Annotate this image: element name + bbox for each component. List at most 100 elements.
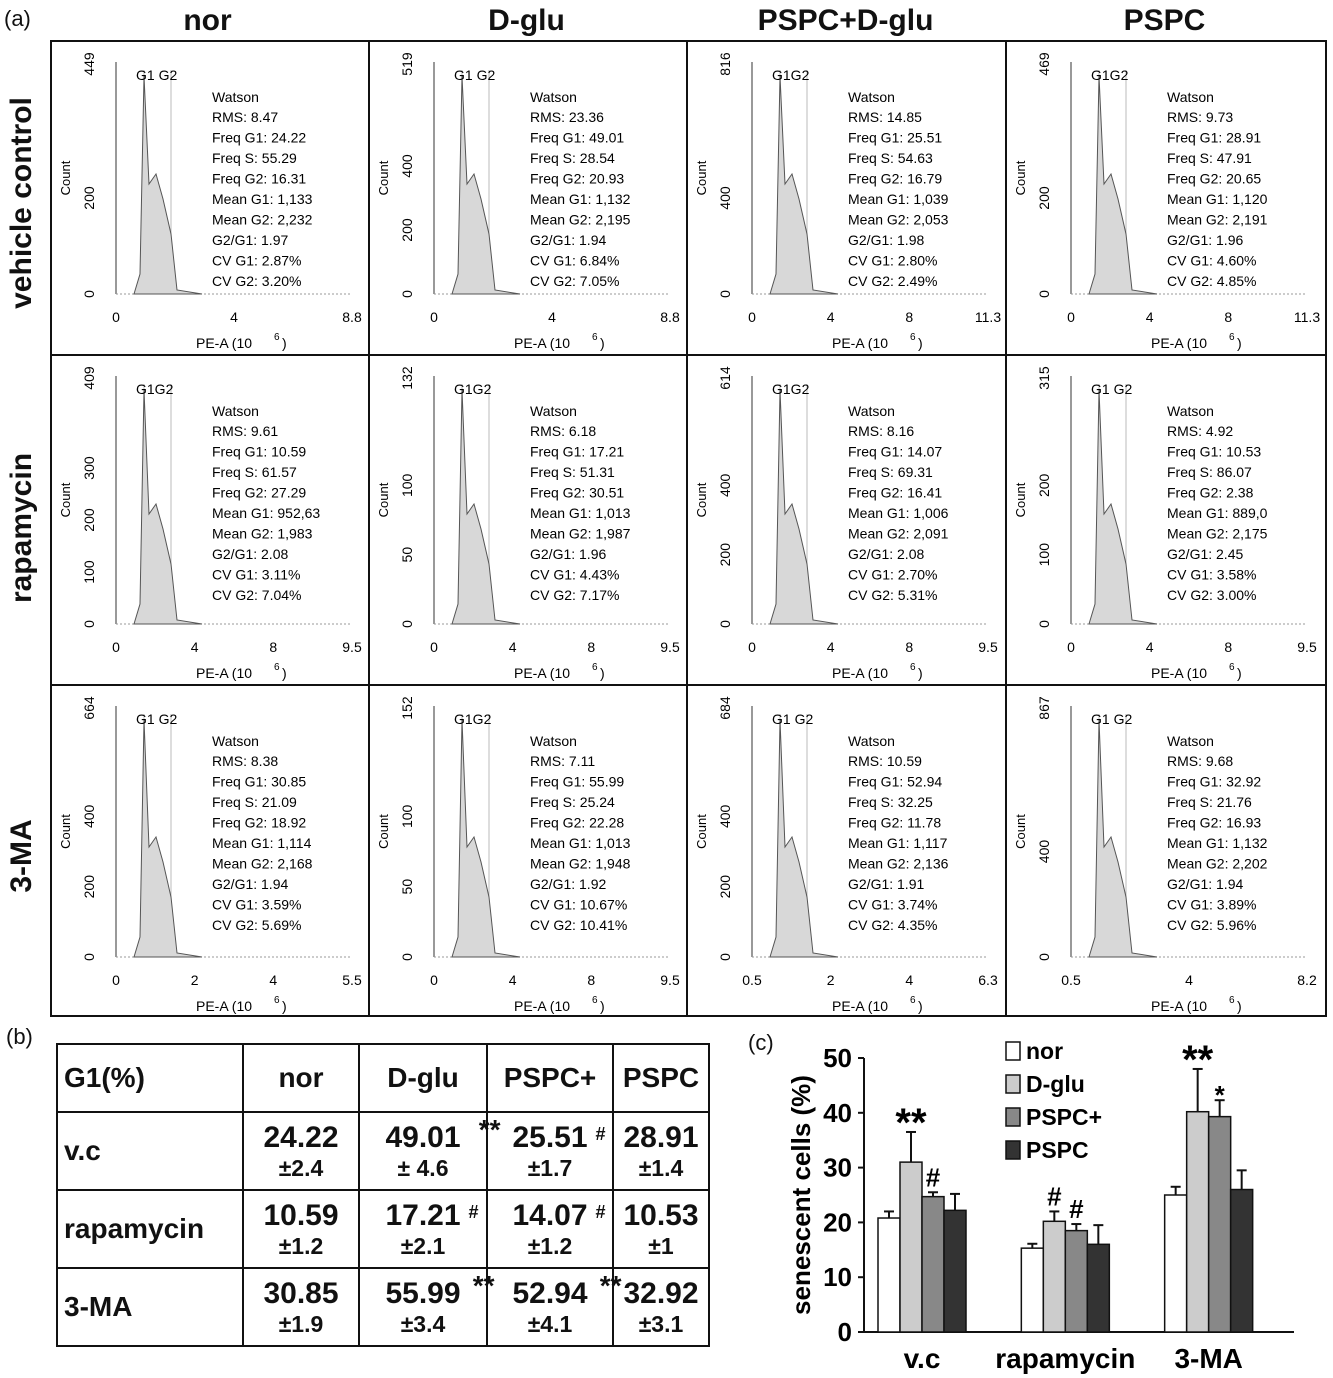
cell-cycle-stat: Freq G2: 27.29 (212, 485, 306, 501)
cell-cycle-stat: Mean G1: 952,63 (212, 505, 320, 521)
cell-sd: ±1.4 (638, 1155, 684, 1181)
cell-sd: ±1.2 (527, 1233, 573, 1259)
y-tick-label: 152 (399, 696, 415, 720)
cell-cycle-stat: RMS: 8.38 (212, 753, 278, 769)
x-axis-exponent: 6 (1229, 662, 1235, 673)
significance-mark: ** (1182, 1038, 1214, 1082)
cell-cycle-stat: Mean G2: 2,091 (848, 526, 949, 542)
cell-cycle-stat: Mean G1: 889,0 (1167, 505, 1268, 521)
x-tick-label: 4 (905, 972, 913, 988)
cell-cycle-stat: Freq G2: 22.28 (530, 815, 624, 831)
column-header-nor: nor (183, 4, 232, 37)
cell-sd: ±1.7 (527, 1155, 573, 1181)
cell-value: 32.92 (623, 1277, 699, 1310)
g1-percent-table: G1(%) nor D-glu PSPC+ PSPC v.c 24.22 ±2.4… (56, 1043, 710, 1347)
table-cell: 28.91 ±1.4 (612, 1111, 710, 1191)
cell-cycle-stat: Freq G2: 16.41 (848, 485, 942, 501)
cell-cycle-stat: CV G1: 4.43% (530, 567, 620, 583)
legend-label: D-glu (1026, 1071, 1085, 1097)
x-axis-exponent: 6 (910, 662, 916, 673)
y-axis-label: Count (694, 814, 709, 849)
y-tick-label: 0 (1036, 290, 1052, 298)
cell-sd: ±4.1 (527, 1311, 573, 1337)
cell-cycle-stat: CV G2: 5.31% (848, 587, 938, 603)
peak-labels: G1G2 (772, 67, 810, 83)
y-tick-label: 614 (717, 366, 733, 390)
histogram-panel: Count 409 300 200 100 0 0 4 8 9.5 PE-A (10 6) G1G2 Wa… (58, 366, 362, 681)
cell-cycle-stat: CV G1: 6.84% (530, 253, 620, 269)
x-tick-label: 4 (509, 972, 517, 988)
x-axis-exponent: 6 (274, 662, 280, 673)
x-axis-exponent: 6 (910, 995, 916, 1006)
x-tick-label: 8.2 (1297, 972, 1317, 988)
cell-cycle-stat: Freq G2: 2.38 (1167, 485, 1254, 501)
dna-content-histogram (133, 719, 203, 958)
y-tick-label: 50 (399, 547, 415, 563)
x-tick-label: 8 (1224, 639, 1232, 655)
grid-divider (686, 40, 688, 1017)
y-tick-label: 40 (823, 1098, 852, 1128)
cell-cycle-stat: CV G1: 2.70% (848, 567, 938, 583)
x-axis-label-close: ) (918, 665, 923, 681)
histogram-panel: Count 152 100 50 0 0 4 8 9.5 PE-A (10 6) G1G2 Watson… (376, 696, 680, 1014)
table-row-name: v.c (56, 1111, 244, 1191)
x-axis-label: PE-A (10 (1151, 335, 1207, 351)
cell-value: 30.85 (263, 1277, 339, 1310)
y-tick-label: 100 (399, 804, 415, 828)
cell-cycle-stat: G2/G1: 1.94 (212, 876, 288, 892)
cell-value: 10.53 (623, 1199, 699, 1232)
y-axis-label: Count (694, 482, 709, 517)
cell-cycle-stat: G2/G1: 1.94 (1167, 876, 1243, 892)
cell-cycle-stat: CV G1: 3.11% (212, 567, 300, 583)
cell-cycle-stat: Mean G1: 1,132 (1167, 835, 1268, 851)
x-axis-exponent: 6 (274, 332, 280, 343)
significance-mark: # (1047, 1181, 1062, 1211)
cell-cycle-stat: Mean G1: 1,114 (212, 835, 312, 851)
x-axis-label-close: ) (1237, 998, 1242, 1014)
cell-cycle-stat: Mean G1: 1,132 (530, 191, 631, 207)
y-tick-label: 400 (717, 186, 733, 210)
dna-content-histogram (451, 719, 521, 958)
x-tick-label: 0 (430, 309, 438, 325)
x-tick-label: 0 (748, 309, 756, 325)
x-axis-label: PE-A (10 (1151, 998, 1207, 1014)
bar (877, 1217, 901, 1333)
x-tick-label: 4 (827, 309, 835, 325)
x-tick-label: 2 (827, 972, 835, 988)
dna-content-histogram (133, 389, 203, 625)
table-header-dglu: D-glu (358, 1043, 488, 1113)
peak-labels: G1 G2 (1091, 381, 1132, 397)
peak-labels: G1G2 (454, 711, 492, 727)
x-tick-label: 0 (112, 309, 120, 325)
y-tick-label: 409 (81, 366, 97, 390)
cell-cycle-stat: CV G2: 7.17% (530, 587, 620, 603)
x-tick-label: 8.8 (660, 309, 680, 325)
cell-cycle-stat: Freq S: 21.76 (1167, 794, 1252, 810)
x-tick-label: 4 (230, 309, 238, 325)
cell-cycle-stat: Freq G1: 17.21 (530, 444, 624, 460)
model-name: Watson (212, 733, 259, 749)
dna-content-histogram (1088, 389, 1158, 625)
peak-labels: G1 G2 (136, 711, 177, 727)
y-tick-label: 200 (81, 186, 97, 210)
bar (899, 1161, 923, 1333)
cell-cycle-stat: Freq G1: 24.22 (212, 130, 306, 146)
cell-cycle-stat: CV G1: 4.60% (1167, 253, 1257, 269)
y-tick-label: 400 (399, 154, 415, 178)
x-axis-label: PE-A (10 (1151, 665, 1207, 681)
table-cell: 25.51 # ±1.7 (486, 1111, 614, 1191)
peak-labels: G1 G2 (454, 67, 495, 83)
peak-labels: G1 G2 (772, 711, 813, 727)
cell-cycle-stat: G2/G1: 1.92 (530, 876, 606, 892)
model-name: Watson (848, 89, 895, 105)
table-cell: 10.59 ±1.2 (242, 1189, 360, 1269)
x-axis-label: PE-A (10 (514, 665, 570, 681)
category-label: 3-MA (1174, 1343, 1242, 1374)
bar (1163, 1194, 1188, 1333)
x-tick-label: 9.5 (978, 639, 998, 655)
x-tick-label: 0.5 (742, 972, 762, 988)
dna-content-histogram (769, 719, 839, 958)
table-title: G1(%) (56, 1043, 244, 1113)
y-tick-label: 0 (81, 953, 97, 961)
cell-cycle-stat: Freq G2: 18.92 (212, 815, 306, 831)
